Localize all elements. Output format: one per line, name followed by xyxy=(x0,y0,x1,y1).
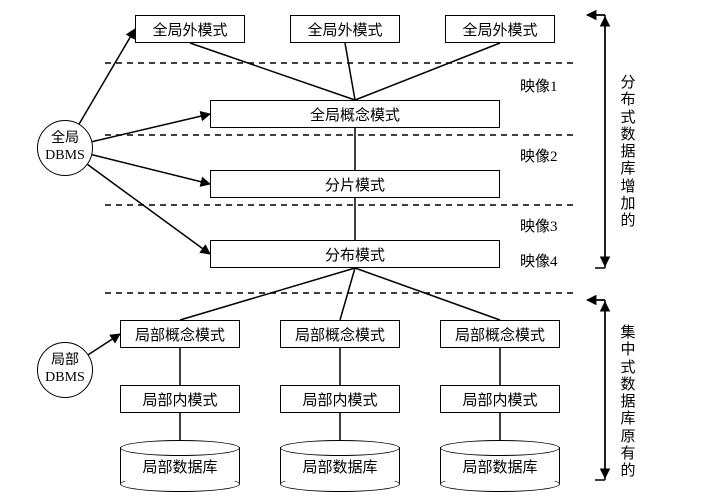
gconc-box: 全局概念模式 xyxy=(210,100,500,128)
local-db-1: 局部数据库 xyxy=(280,440,400,490)
bracket-label-0: 分布式数据库增加的 xyxy=(620,75,636,230)
frag-box: 分片模式 xyxy=(210,170,500,198)
local-db-0: 局部数据库 xyxy=(120,440,240,490)
dist-box: 分布模式 xyxy=(210,240,500,268)
lint-1: 局部内模式 xyxy=(280,385,400,413)
global-external-schema-0: 全局外模式 xyxy=(135,15,245,43)
global-external-schema-2: 全局外模式 xyxy=(445,15,555,43)
bracket-label-1: 集中式数据库原有的 xyxy=(620,325,636,480)
mapping-label-2: 映像2 xyxy=(520,145,558,166)
mapping-label-3: 映像3 xyxy=(520,215,558,236)
local-dbms: 局部DBMS xyxy=(37,342,93,398)
lconc-0: 局部概念模式 xyxy=(120,320,240,348)
mapping-label-4: 映像4 xyxy=(520,250,558,271)
lint-0: 局部内模式 xyxy=(120,385,240,413)
global-external-schema-1: 全局外模式 xyxy=(290,15,400,43)
local-db-2: 局部数据库 xyxy=(440,440,560,490)
global-dbms: 全局DBMS xyxy=(37,120,93,176)
diagram-canvas: 全局DBMS 局部DBMS 全局外模式 全局外模式 全局外模式全局概念模式分片模式分布模… xyxy=(0,0,701,500)
lint-2: 局部内模式 xyxy=(440,385,560,413)
mapping-label-1: 映像1 xyxy=(520,75,558,96)
lconc-1: 局部概念模式 xyxy=(280,320,400,348)
lconc-2: 局部概念模式 xyxy=(440,320,560,348)
